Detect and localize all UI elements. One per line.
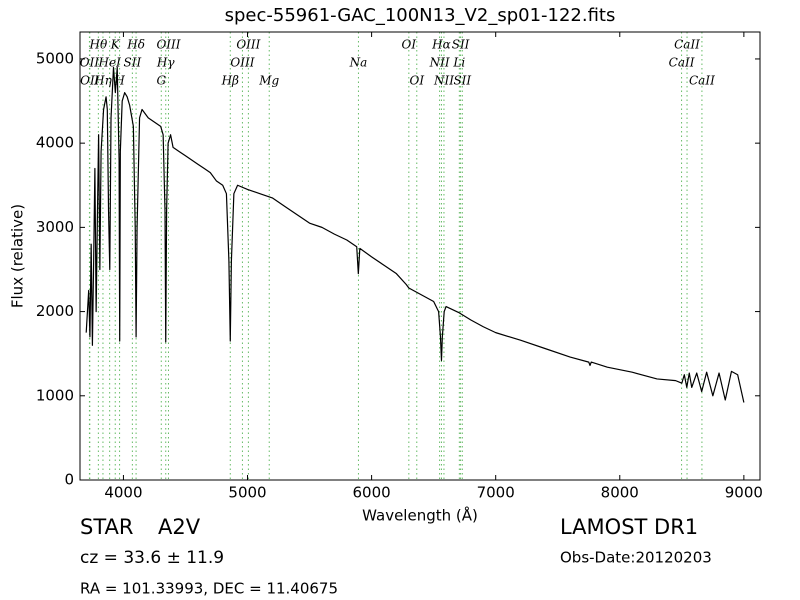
spectral-line-label: OI — [402, 38, 417, 52]
subclass: A2V — [158, 515, 201, 539]
x-tick-label: 5000 — [228, 484, 266, 502]
spectral-line-label: NII — [433, 74, 454, 88]
y-axis-label: Flux (relative) — [9, 204, 27, 308]
spectral-line-label: OII — [80, 74, 100, 88]
x-tick-label: 7000 — [477, 484, 515, 502]
axes-frame — [79, 31, 761, 481]
y-tick-label: 5000 — [36, 49, 74, 67]
coordinates: RA = 101.33993, DEC = 11.40675 — [80, 580, 338, 598]
spectral-line-label: Hθ — [89, 38, 108, 52]
spectral-line-label: OII — [80, 56, 100, 70]
spectral-line-label: NII — [429, 56, 450, 70]
object-class: STAR — [80, 515, 133, 539]
spectral-line-label: SII — [453, 74, 471, 88]
y-tick-label: 0 — [64, 471, 74, 489]
y-tick-label: 3000 — [36, 218, 74, 236]
spectral-line-label: Hδ — [126, 38, 145, 52]
spectral-line-label: HeI — [98, 56, 122, 70]
y-tick-label: 2000 — [36, 302, 74, 320]
plot-area — [85, 32, 745, 480]
spectral-line-label: Hη — [93, 74, 112, 88]
x-tick-label: 9000 — [725, 484, 763, 502]
spectral-line-label: Li — [452, 56, 465, 70]
spectral-line-label: CaII — [669, 56, 695, 70]
spectral-line-label: CaII — [674, 38, 700, 52]
y-tick-label: 1000 — [36, 386, 74, 404]
y-tick-label: 4000 — [36, 134, 74, 152]
spectral-line-label: Hγ — [156, 56, 175, 70]
spectral-line-label: SII — [124, 56, 142, 70]
obs-date: Obs-Date:20120203 — [560, 549, 712, 567]
spectral-line-label: Na — [349, 56, 368, 70]
x-axis-label: Wavelength (Å) — [362, 506, 478, 525]
chart-title: spec-55961-GAC_100N13_V2_sp01-122.fits — [225, 5, 616, 26]
x-tick-label: 4000 — [104, 484, 142, 502]
x-tick-label: 8000 — [601, 484, 639, 502]
spectral-line-label: K — [110, 38, 121, 52]
spectral-line-label: Mg — [258, 74, 279, 88]
survey: LAMOST DR1 — [560, 515, 698, 539]
spectral-line-label: OIII — [236, 38, 260, 52]
spectral-line-label: Hα — [431, 38, 451, 52]
spectral-line-label: OI — [409, 74, 424, 88]
spectral-line-label: OIII — [230, 56, 254, 70]
spectral-line-label: CaII — [689, 74, 715, 88]
spectral-line-label: SII — [452, 38, 470, 52]
x-tick-label: 6000 — [353, 484, 391, 502]
spectral-line-label: H — [113, 74, 125, 88]
spectral-line-label: Hβ — [221, 74, 239, 88]
spectral-line-label: G — [156, 74, 166, 88]
redshift: cz = 33.6 ± 11.9 — [80, 548, 224, 568]
spectrum-line — [85, 66, 745, 403]
spectral-line-label: OIII — [156, 38, 180, 52]
